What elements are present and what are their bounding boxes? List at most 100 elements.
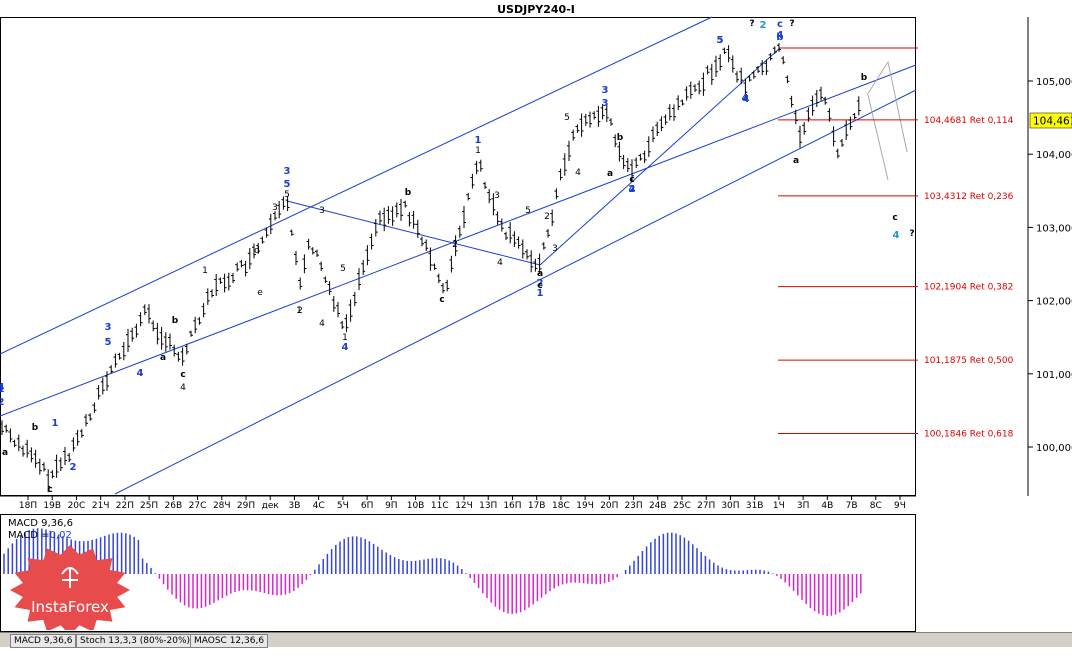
logo-text: InstaForex xyxy=(31,598,109,616)
wave-label-blue: 1 xyxy=(52,418,59,429)
time-tick-label: 9Ч xyxy=(894,501,906,511)
wave-label-black: c xyxy=(439,295,444,305)
fibonacci-levels: 104,4681 Ret 0,114 103,4312 Ret 0,236 102,… xyxy=(778,116,1014,439)
time-tick-label: 31В xyxy=(746,501,764,511)
wave-label-blue: 1 xyxy=(0,384,5,395)
wave-label-black: 3 xyxy=(552,244,558,254)
wave-label-black: a xyxy=(160,353,166,363)
time-tick-label: 21Ч xyxy=(92,501,110,511)
wave-label-blue: 4 xyxy=(743,94,750,105)
time-tick-label: 20П xyxy=(600,501,618,511)
wave-label-black: c xyxy=(892,213,897,223)
wave-label-black: 3 xyxy=(319,206,325,216)
wave-label-blue: 2 xyxy=(629,184,636,195)
wave-label-blue: 4 xyxy=(342,342,349,353)
time-tick-label: 5Ч xyxy=(337,501,349,511)
time-tick-label: 3В xyxy=(288,501,300,511)
macd-value-line: MACD =0,02 xyxy=(8,530,72,541)
wave-label-blue: 4 xyxy=(893,230,900,241)
wave-label-black: ? xyxy=(909,229,914,239)
channel-line xyxy=(0,16,713,355)
time-tick-label: 7В xyxy=(846,501,858,511)
time-tick-label: 9П xyxy=(385,501,398,511)
wave-label-black: 2 xyxy=(452,240,458,250)
logo-emblem-icon xyxy=(61,567,79,588)
wave-label-blue: 3 xyxy=(284,166,291,177)
time-tick-label: 25С xyxy=(673,501,691,511)
wave-label-blue: 4 xyxy=(777,30,784,41)
time-tick-label: 22П xyxy=(116,501,134,511)
wave-label-black: 4 xyxy=(497,258,503,268)
time-tick-label: 24В xyxy=(649,501,667,511)
tab-stoch[interactable]: Stoch 13,3,3 (80%-20%) xyxy=(76,634,195,648)
wave-label-blue: 3 xyxy=(602,85,609,96)
instaforex-logo: InstaForex xyxy=(0,530,140,635)
time-tick-label: 11С xyxy=(431,501,449,511)
price-tick-label: 103,000 xyxy=(1036,223,1072,234)
wave-label-black: 2 xyxy=(297,306,303,316)
time-tick-label: 1Ч xyxy=(773,501,785,511)
wave-label-blue: 4 xyxy=(0,382,5,393)
wave-label-black: b xyxy=(405,188,412,198)
price-tick-label: 101,000 xyxy=(1036,370,1072,381)
time-tick-label: 27С xyxy=(189,501,207,511)
wave-label-black: 1 xyxy=(296,306,302,316)
time-tick-label: 6П xyxy=(361,501,374,511)
time-tick-label: 16П xyxy=(503,501,521,511)
time-tick-label: 12Ч xyxy=(455,501,473,511)
projection-path xyxy=(867,94,889,181)
wave-label-blue: 2 xyxy=(0,397,5,408)
macd-title: MACD 9,36,6 xyxy=(8,518,73,529)
wave-label-black: 1 xyxy=(202,266,208,276)
wave-label-black: a xyxy=(2,448,8,458)
fib-label: 100,1846 Ret 0,618 xyxy=(924,429,1014,439)
time-tick-label: 29П xyxy=(237,501,255,511)
time-tick-label: 19Ч xyxy=(576,501,594,511)
wave-label-blue: 4 xyxy=(629,184,636,195)
time-axis: 18П 19В 20С 21Ч 22П 25П 26В 27С 28Ч 29П дек 3В 4С 5Ч 6… xyxy=(0,495,916,511)
fib-label: 103,4312 Ret 0,236 xyxy=(924,192,1014,202)
wave-label-black: 3 xyxy=(494,191,500,201)
tab-macd[interactable]: MACD 9,36,6 xyxy=(10,634,77,648)
wave-label-black: c xyxy=(47,485,52,495)
projection-path xyxy=(866,60,908,153)
wave-label-black: b xyxy=(32,423,39,433)
wave-label-black: 5 xyxy=(340,264,346,274)
wave-label-blue: 1 xyxy=(475,135,482,146)
wave-label-black: a xyxy=(537,269,543,279)
wave-label-black: e xyxy=(257,288,263,298)
wave-label-black: c xyxy=(629,175,634,185)
wave-label-blue: 5 xyxy=(717,35,724,46)
chart-title: USDJPY240-I xyxy=(497,3,575,16)
fib-label: 104,4681 Ret 0,114 xyxy=(924,116,1014,126)
channel-line xyxy=(0,64,917,417)
time-tick-label: 10В xyxy=(407,501,425,511)
time-tick-label: 23П xyxy=(624,501,642,511)
wave-label-black: ? xyxy=(789,19,794,29)
wave-label-black: 1 xyxy=(342,333,348,343)
fib-label: 101,1875 Ret 0,500 xyxy=(924,356,1014,366)
time-tick-label: 18С xyxy=(552,501,570,511)
wave-label-blue: 4 xyxy=(137,368,144,379)
time-tick-label: 3П xyxy=(797,501,810,511)
wave-label-black: c xyxy=(537,281,542,291)
wave-label-blue: 4 xyxy=(742,93,749,104)
wave-label-blue: c xyxy=(777,19,783,30)
wave-label-black: 4 xyxy=(180,383,186,393)
wave-label-black: b xyxy=(861,73,868,83)
wave-label-black: 2 xyxy=(544,212,550,222)
channel-line xyxy=(539,47,781,266)
tab-maosc[interactable]: MAOSC 12,36,6 xyxy=(190,634,269,648)
time-tick-label: 30П xyxy=(721,501,739,511)
wave-label-black: 1 xyxy=(475,146,481,156)
wave-label-blue: 5 xyxy=(105,337,112,348)
wave-label-black: 5 xyxy=(525,206,531,216)
time-tick-label: 28Ч xyxy=(213,501,231,511)
price-panel[interactable] xyxy=(0,17,916,496)
price-axis: 105,000 104,000 103,000 102,000 101,000 100,0… xyxy=(1028,77,1072,454)
wave-label-black: 5 xyxy=(284,190,290,200)
wave-label-black: c xyxy=(180,370,185,380)
time-tick-label: 4В xyxy=(821,501,833,511)
